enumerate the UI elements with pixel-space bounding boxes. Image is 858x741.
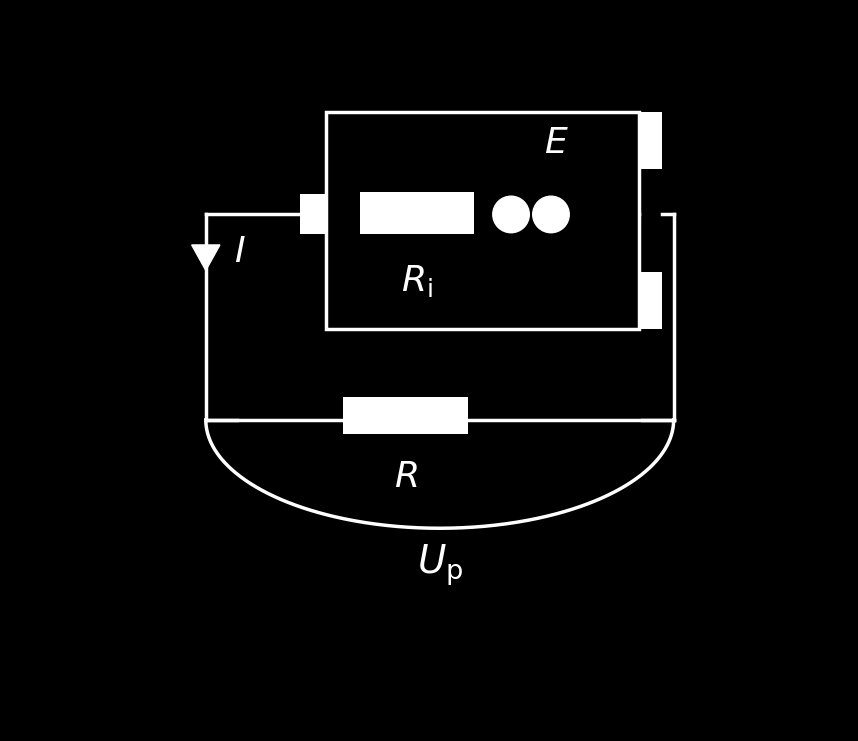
Text: $E$: $E$ [544, 126, 569, 160]
Bar [300, 194, 325, 234]
Text: $R$: $R$ [394, 459, 417, 494]
Text: $I$: $I$ [234, 235, 246, 268]
Circle shape [533, 196, 569, 233]
Circle shape [492, 196, 529, 233]
Polygon shape [191, 245, 220, 270]
Bar [342, 397, 468, 434]
Bar [360, 192, 474, 234]
Text: $R_{\mathrm{i}}$: $R_{\mathrm{i}}$ [401, 263, 432, 299]
Bar [326, 112, 639, 328]
Bar [639, 112, 662, 169]
Text: $U_{\mathrm{p}}$: $U_{\mathrm{p}}$ [417, 542, 462, 588]
Bar [639, 271, 662, 328]
